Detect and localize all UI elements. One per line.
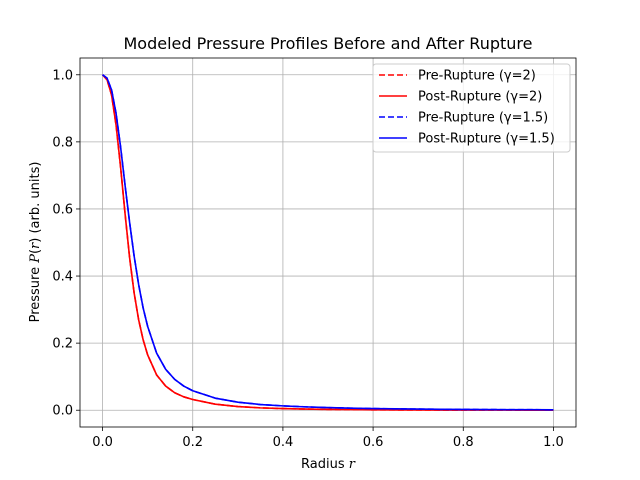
y-tick-label: 0.6: [52, 202, 73, 217]
y-tick-label: 0.8: [52, 135, 73, 150]
series-line-4: [102, 74, 554, 411]
legend-label: Pre-Rupture (γ=1.5): [418, 111, 548, 126]
y-axis-label: Pressure P(r) (arb. units): [28, 162, 43, 323]
x-tick-label: 0.8: [453, 435, 474, 450]
y-tick-label: 1.0: [52, 68, 73, 83]
y-tick-label: 0.4: [52, 270, 73, 285]
y-tick-label: 0.2: [52, 337, 73, 352]
x-tick-label: 0.0: [92, 435, 113, 450]
series-group: [101, 74, 554, 411]
legend-label: Post-Rupture (γ=1.5): [418, 132, 555, 147]
x-tick-label: 0.6: [363, 435, 384, 450]
plot-area-frame: [79, 57, 577, 428]
y-axis: 0.0 0.2 0.4 0.6 0.8 1.0: [52, 68, 80, 419]
x-tick-label: 0.4: [273, 435, 294, 450]
y-tick-label: 0.0: [52, 404, 73, 419]
legend-label: Post-Rupture (γ=2): [418, 90, 542, 105]
x-tick-label: 1.0: [543, 435, 564, 450]
legend-label: Pre-Rupture (γ=2): [418, 69, 536, 84]
chart-title: Modeled Pressure Profiles Before and Aft…: [124, 34, 533, 53]
legend: Pre-Rupture (γ=2) Post-Rupture (γ=2) Pre-R…: [372, 63, 571, 153]
x-axis: 0.0 0.2 0.4 0.6 0.8 1.0: [92, 427, 564, 450]
x-axis-label: Radius r: [301, 457, 356, 472]
legend-box: [372, 63, 571, 153]
x-tick-label: 0.2: [182, 435, 203, 450]
